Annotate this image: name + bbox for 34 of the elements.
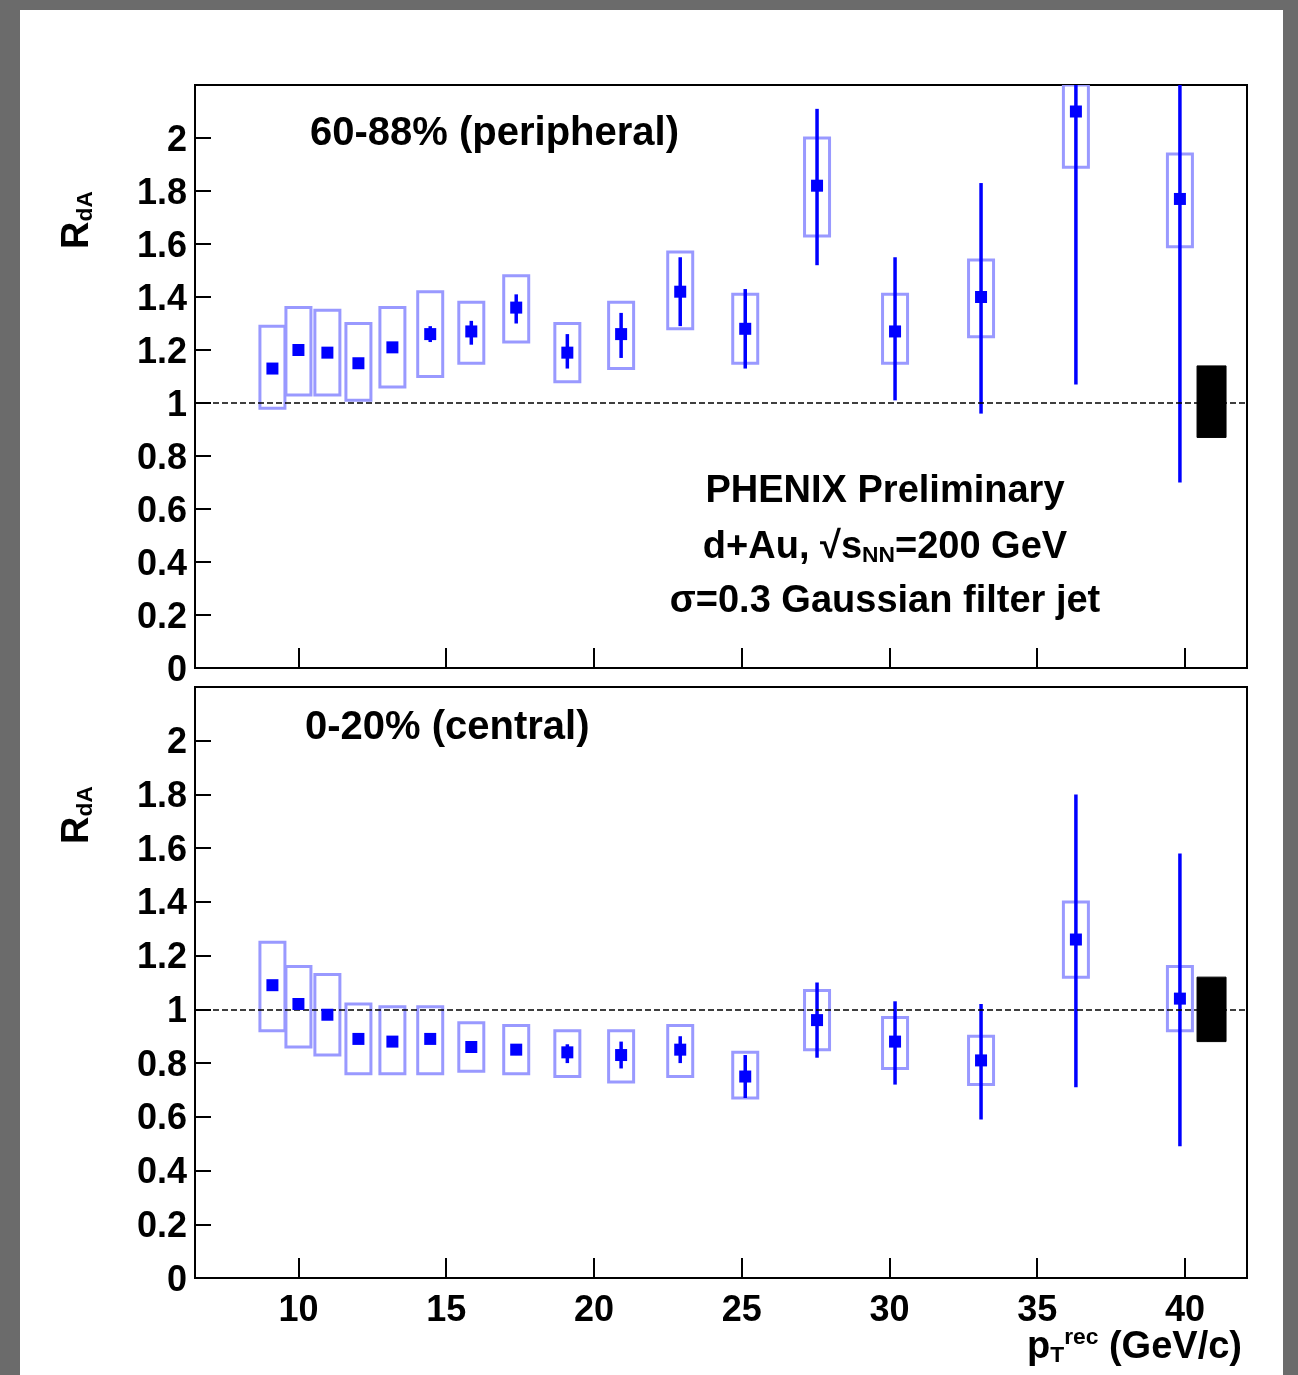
y-tick-label: 1.2 xyxy=(136,329,187,371)
y-tick-label: 1.8 xyxy=(136,773,187,815)
y-tick-label: 0.2 xyxy=(136,1203,187,1245)
annotation: d+Au, √sNN=200 GeV xyxy=(702,524,1068,567)
y-tick-label: 0.6 xyxy=(136,1096,187,1138)
y-tick-label: 2 xyxy=(166,117,187,159)
y-tick-label: 1.8 xyxy=(136,170,187,212)
y-tick-label: 2 xyxy=(166,720,187,762)
y-tick-label: 1 xyxy=(166,988,187,1030)
y-tick-label: 0.4 xyxy=(136,1150,187,1192)
chart-title: 0-20% (central) xyxy=(305,703,590,747)
x-tick-label: 15 xyxy=(426,1287,467,1329)
text: 60-88% (peripheral) xyxy=(310,109,680,153)
y-tick-label: 1.4 xyxy=(136,881,187,923)
y-tick-label: 0.8 xyxy=(136,1042,187,1084)
y-tick-label: 0.6 xyxy=(136,488,187,530)
y-tick-label: 0 xyxy=(166,1257,187,1299)
annotation: σ=0.3 Gaussian filter jet xyxy=(669,578,1101,620)
y-tick-label: 0.8 xyxy=(136,435,187,477)
x-tick-label: 20 xyxy=(573,1287,614,1329)
y-tick-label: 0.4 xyxy=(136,541,187,583)
y-axis-title: RdA xyxy=(54,786,97,844)
x-tick-label: 10 xyxy=(278,1287,319,1329)
annotation: PHENIX Preliminary xyxy=(705,468,1065,510)
y-tick-label: 1.6 xyxy=(136,827,187,869)
y-axis-title: RdA xyxy=(54,191,97,249)
x-tick-label: 30 xyxy=(869,1287,910,1329)
y-tick-label: 0.2 xyxy=(136,594,187,636)
x-tick-label: 25 xyxy=(721,1287,762,1329)
y-tick-label: 1.4 xyxy=(136,276,187,318)
y-tick-label: 1.2 xyxy=(136,935,187,977)
y-tick-label: 1 xyxy=(166,382,187,424)
y-tick-label: 1.6 xyxy=(136,223,187,265)
y-tick-label: 0 xyxy=(166,647,187,689)
